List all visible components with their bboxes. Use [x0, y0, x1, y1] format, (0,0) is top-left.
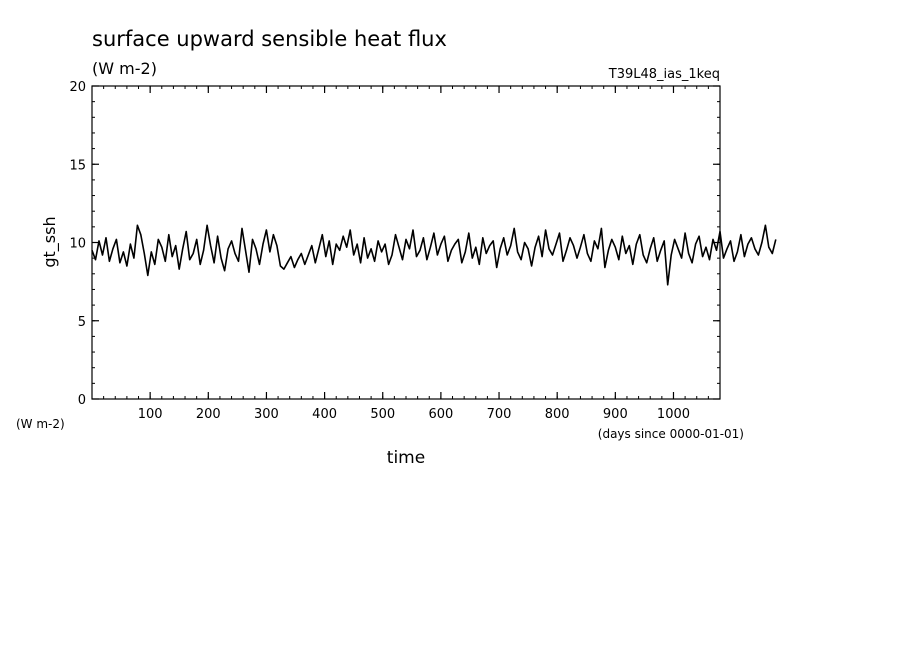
- x-tick-label: 500: [370, 407, 395, 422]
- x-tick-label: 400: [312, 407, 337, 422]
- x-tick-label: 600: [428, 407, 453, 422]
- x-axis-label: time: [387, 448, 425, 468]
- y-minor-ticks: [92, 101, 720, 384]
- y-axis-ticks: 0 5 10 15 20: [69, 80, 720, 408]
- y-tick-label: 20: [69, 80, 86, 95]
- run-label: T39L48_ias_1keq: [608, 67, 720, 82]
- y-tick-label: 5: [78, 315, 86, 330]
- chart-subtitle-unit: (W m-2): [92, 59, 157, 78]
- x-tick-label: 300: [254, 407, 279, 422]
- x-tick-label: 1000: [657, 407, 690, 422]
- x-tick-label: 900: [603, 407, 628, 422]
- series-line-gt-ssh: [91, 224, 777, 286]
- y-tick-label: 0: [78, 393, 86, 408]
- x-tick-label: 100: [138, 407, 163, 422]
- chart-title: surface upward sensible heat flux: [92, 27, 447, 51]
- x-tick-label: 200: [196, 407, 221, 422]
- x-axis-ticks: 100 200 300 400 500 600 700 800 900 1000: [138, 86, 690, 422]
- x-axis-unit: (days since 0000-01-01): [598, 427, 744, 441]
- x-tick-label: 800: [545, 407, 570, 422]
- y-axis-label: gt_ssh: [40, 216, 60, 267]
- y-tick-label: 15: [69, 158, 86, 173]
- x-tick-label: 700: [487, 407, 512, 422]
- y-axis-unit: (W m-2): [16, 417, 65, 431]
- y-tick-label: 10: [69, 237, 86, 252]
